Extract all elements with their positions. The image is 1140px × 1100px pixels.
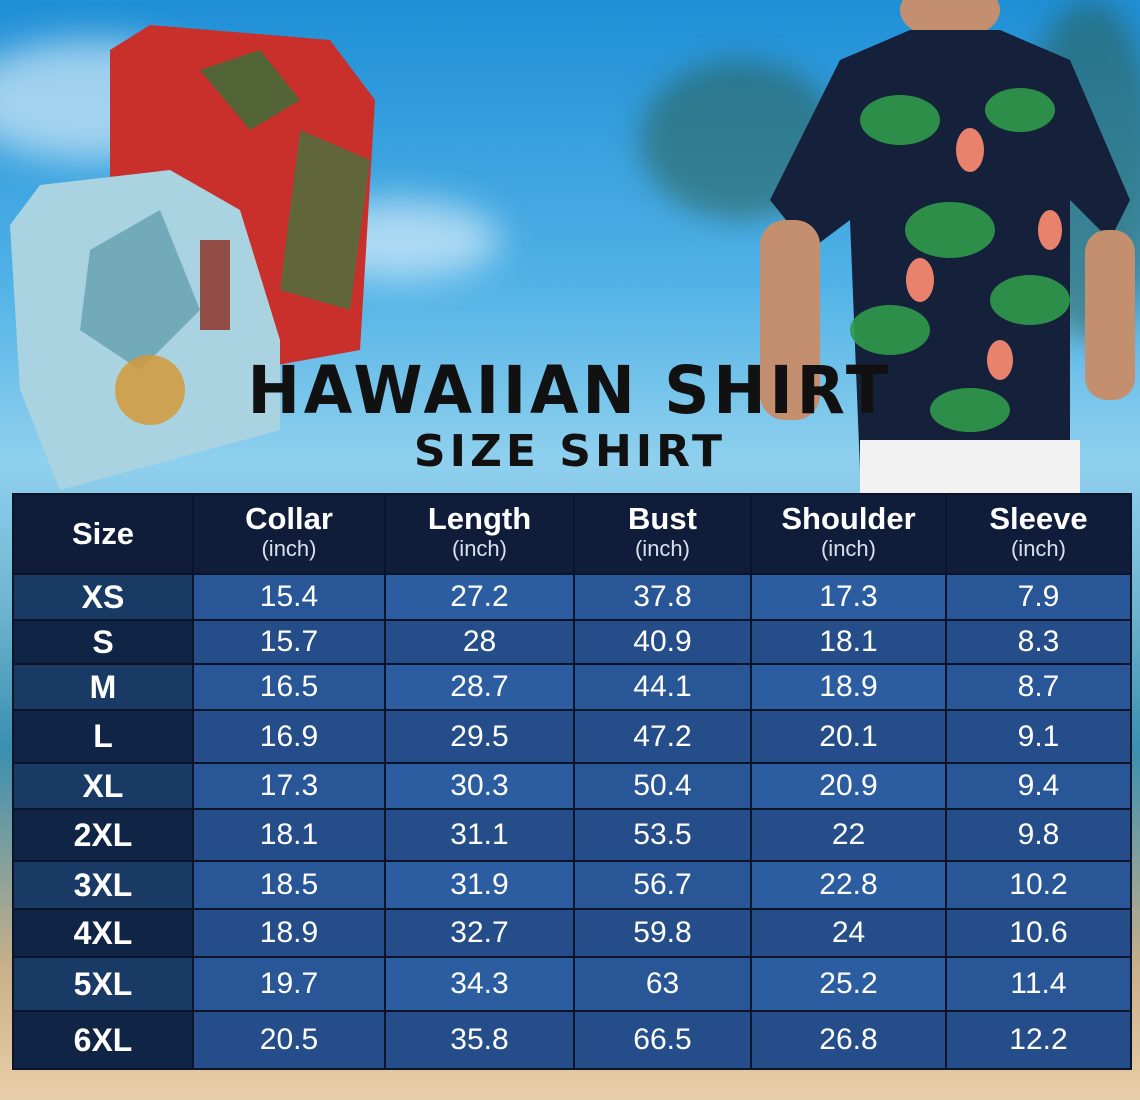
size-cell: 5XL (12, 956, 194, 1012)
measurement-cell: 29.5 (384, 709, 575, 764)
measurement-cell: 19.7 (192, 956, 386, 1012)
measurement-cell: 17.3 (750, 573, 947, 621)
column-label: Shoulder (781, 501, 916, 536)
measurement-cell: 9.8 (945, 808, 1132, 862)
column-header-sleeve: Sleeve (inch) (945, 493, 1132, 575)
measurement-cell: 10.2 (945, 860, 1132, 910)
column-header-size: Size (12, 493, 194, 575)
measurement-cell: 10.6 (945, 908, 1132, 958)
measurement-cell: 18.9 (192, 908, 386, 958)
folded-shirts-image (10, 25, 375, 490)
measurement-cell: 16.5 (192, 663, 386, 711)
measurement-cell: 12.2 (945, 1010, 1132, 1070)
measurement-cell: 26.8 (750, 1010, 947, 1070)
measurement-cell: 18.1 (750, 619, 947, 665)
size-cell: XL (12, 762, 194, 810)
column-header-collar: Collar (inch) (192, 493, 386, 575)
measurement-cell: 16.9 (192, 709, 386, 764)
measurement-cell: 28 (384, 619, 575, 665)
measurement-cell: 28.7 (384, 663, 575, 711)
measurement-cell: 22.8 (750, 860, 947, 910)
measurement-cell: 18.9 (750, 663, 947, 711)
table-header-row: Size Collar (inch) Length (inch) Bust (inch) Sh… (12, 493, 1132, 575)
page-subtitle: SIZE SHIRT (413, 426, 727, 477)
measurement-cell: 31.9 (384, 860, 575, 910)
measurement-cell: 20.9 (750, 762, 947, 810)
size-cell: 2XL (12, 808, 194, 862)
size-cell: S (12, 619, 194, 665)
model-shirt-image (760, 0, 1135, 495)
table-row: M 16.5 28.7 44.1 18.9 8.7 (12, 663, 1132, 711)
size-chart-table: Size Collar (inch) Length (inch) Bust (inch) Sh… (12, 493, 1132, 1070)
size-cell: L (12, 709, 194, 764)
measurement-cell: 44.1 (573, 663, 752, 711)
measurement-cell: 17.3 (192, 762, 386, 810)
page-title: HAWAIIAN SHIRT (247, 352, 893, 429)
column-header-shoulder: Shoulder (inch) (750, 493, 947, 575)
column-label: Bust (628, 501, 697, 536)
measurement-cell: 11.4 (945, 956, 1132, 1012)
size-cell: M (12, 663, 194, 711)
table-row: 6XL 20.5 35.8 66.5 26.8 12.2 (12, 1010, 1132, 1070)
measurement-cell: 20.5 (192, 1010, 386, 1070)
table-row: 4XL 18.9 32.7 59.8 24 10.6 (12, 908, 1132, 958)
size-cell: 3XL (12, 860, 194, 910)
measurement-cell: 47.2 (573, 709, 752, 764)
table-row: XS 15.4 27.2 37.8 17.3 7.9 (12, 573, 1132, 621)
measurement-cell: 22 (750, 808, 947, 862)
size-cell: 4XL (12, 908, 194, 958)
measurement-cell: 50.4 (573, 762, 752, 810)
table-row: XL 17.3 30.3 50.4 20.9 9.4 (12, 762, 1132, 810)
measurement-cell: 30.3 (384, 762, 575, 810)
size-cell: XS (12, 573, 194, 621)
measurement-cell: 59.8 (573, 908, 752, 958)
measurement-cell: 53.5 (573, 808, 752, 862)
measurement-cell: 7.9 (945, 573, 1132, 621)
measurement-cell: 24 (750, 908, 947, 958)
table-row: L 16.9 29.5 47.2 20.1 9.1 (12, 709, 1132, 764)
measurement-cell: 32.7 (384, 908, 575, 958)
column-label: Collar (245, 501, 333, 536)
measurement-cell: 20.1 (750, 709, 947, 764)
column-header-length: Length (inch) (384, 493, 575, 575)
column-unit: (inch) (1010, 536, 1066, 561)
size-cell: 6XL (12, 1010, 194, 1070)
table-row: 2XL 18.1 31.1 53.5 22 9.8 (12, 808, 1132, 862)
measurement-cell: 8.7 (945, 663, 1132, 711)
column-unit: (inch) (261, 536, 317, 561)
measurement-cell: 37.8 (573, 573, 752, 621)
table-row: 5XL 19.7 34.3 63 25.2 11.4 (12, 956, 1132, 1012)
table-row: 3XL 18.5 31.9 56.7 22.8 10.2 (12, 860, 1132, 910)
measurement-cell: 35.8 (384, 1010, 575, 1070)
measurement-cell: 40.9 (573, 619, 752, 665)
measurement-cell: 18.1 (192, 808, 386, 862)
measurement-cell: 9.4 (945, 762, 1132, 810)
column-header-bust: Bust (inch) (573, 493, 752, 575)
measurement-cell: 15.4 (192, 573, 386, 621)
table-row: S 15.7 28 40.9 18.1 8.3 (12, 619, 1132, 665)
column-label: Size (71, 516, 135, 551)
measurement-cell: 27.2 (384, 573, 575, 621)
measurement-cell: 18.5 (192, 860, 386, 910)
column-unit: (inch) (820, 536, 876, 561)
column-label: Sleeve (989, 501, 1088, 536)
measurement-cell: 9.1 (945, 709, 1132, 764)
measurement-cell: 66.5 (573, 1010, 752, 1070)
measurement-cell: 34.3 (384, 956, 575, 1012)
column-unit: (inch) (634, 536, 690, 561)
measurement-cell: 15.7 (192, 619, 386, 665)
measurement-cell: 31.1 (384, 808, 575, 862)
column-unit: (inch) (451, 536, 507, 561)
measurement-cell: 25.2 (750, 956, 947, 1012)
measurement-cell: 63 (573, 956, 752, 1012)
measurement-cell: 56.7 (573, 860, 752, 910)
column-label: Length (427, 501, 532, 536)
measurement-cell: 8.3 (945, 619, 1132, 665)
